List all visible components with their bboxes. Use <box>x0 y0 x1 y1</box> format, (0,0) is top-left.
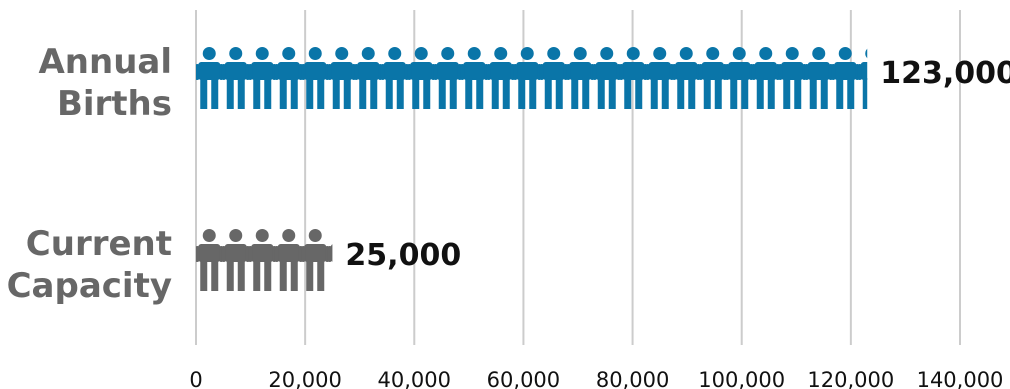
person-icon <box>407 47 436 109</box>
person-icon <box>698 47 727 109</box>
x-tick-label: 100,000 <box>698 368 785 389</box>
person-icon <box>274 229 303 291</box>
person-icon <box>380 47 409 109</box>
person-icon <box>327 47 356 109</box>
person-icon <box>274 47 303 109</box>
person-icon <box>221 47 250 109</box>
category-label: Capacity <box>7 266 172 306</box>
gridlines <box>195 10 961 345</box>
x-tick-label: 20,000 <box>268 368 341 389</box>
person-icon <box>221 229 250 291</box>
person-icon <box>539 47 568 109</box>
value-label: 25,000 <box>345 238 461 273</box>
person-icon <box>592 47 621 109</box>
person-icon <box>672 47 701 109</box>
bars <box>196 47 868 291</box>
person-icon <box>751 47 780 109</box>
person-icon <box>778 47 807 109</box>
bar-0 <box>196 47 868 109</box>
person-icon <box>513 47 542 109</box>
person-icon <box>486 47 515 109</box>
person-icon <box>433 47 462 109</box>
category-label: Births <box>57 84 172 124</box>
person-icon <box>196 229 224 291</box>
person-icon <box>831 47 860 109</box>
x-axis-tick-labels: 0 20,000 40,000 60,000 80,000 100,000 120,000 1… <box>189 368 1003 389</box>
person-icon <box>619 47 648 109</box>
category-label: Current <box>26 224 172 264</box>
person-icon <box>645 47 674 109</box>
x-tick-label: 120,000 <box>807 368 894 389</box>
person-icon <box>248 229 277 291</box>
person-icon <box>566 47 595 109</box>
value-labels: 123,000 25,000 <box>345 56 1010 273</box>
person-icon <box>248 47 277 109</box>
person-icon <box>857 48 868 109</box>
bar-1 <box>196 229 333 291</box>
x-tick-label: 140,000 <box>917 368 1004 389</box>
person-icon <box>196 47 224 109</box>
person-icon <box>725 47 754 109</box>
x-tick-label: 40,000 <box>378 368 451 389</box>
person-icon <box>460 47 489 109</box>
x-tick-label: 60,000 <box>487 368 560 389</box>
category-label: Annual <box>38 42 172 82</box>
x-tick-label: 80,000 <box>596 368 669 389</box>
person-icon <box>354 47 383 109</box>
person-icon <box>804 47 833 109</box>
value-label: 123,000 <box>880 56 1010 91</box>
x-tick-label: 0 <box>189 368 202 389</box>
person-icon <box>327 244 333 262</box>
